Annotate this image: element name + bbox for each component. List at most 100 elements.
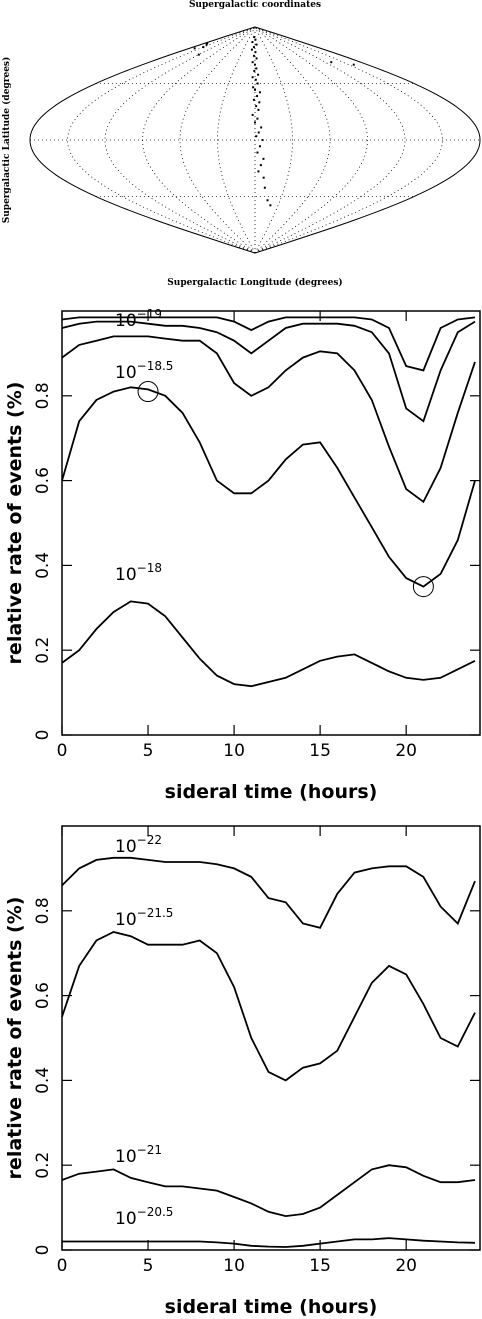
series-label: 10−18.5 (115, 359, 173, 383)
y-tick-label: 0.6 (33, 982, 53, 1009)
series-label: 10−20.5 (115, 1205, 173, 1229)
point (254, 88, 256, 91)
point (330, 61, 333, 64)
label-base: 10 (115, 837, 137, 857)
point (251, 113, 254, 116)
point (253, 69, 256, 72)
y-axis-label: relative rate of events (%) (4, 382, 26, 665)
point (254, 38, 257, 41)
label-exponent: −19 (137, 307, 162, 321)
point (257, 108, 260, 111)
y-tick-label: 0.2 (33, 1152, 53, 1179)
point (206, 42, 209, 45)
point (263, 186, 266, 189)
point (256, 82, 259, 85)
x-tick-label: 5 (143, 741, 154, 761)
x-axis-label: Supergalactic Longitude (degrees) (167, 277, 342, 288)
label-base: 10 (115, 363, 137, 383)
y-tick-label: 0.8 (33, 897, 53, 924)
label-exponent: −18 (137, 561, 162, 575)
y-tick-label: 0.6 (33, 467, 53, 494)
series-line (61, 931, 476, 1082)
point (255, 135, 258, 138)
point (258, 91, 261, 94)
x-tick-label: 20 (395, 741, 417, 761)
point (257, 73, 260, 76)
x-tick-label: 0 (57, 741, 68, 761)
point (255, 43, 258, 46)
x-tick-label: 0 (57, 1256, 68, 1276)
point (257, 131, 260, 134)
label-exponent: −21 (137, 1143, 162, 1157)
label-exponent: −18.5 (137, 359, 174, 373)
y-axis-label: relative rate of events (%) (4, 897, 26, 1180)
x-tick-label: 10 (223, 741, 245, 761)
point (269, 204, 272, 207)
map-title: Supergalactic coordinates (189, 0, 321, 10)
point (253, 36, 256, 39)
series-line (61, 316, 476, 372)
label-exponent: −20.5 (137, 1205, 174, 1219)
series-line (61, 600, 476, 688)
x-tick-label: 10 (223, 1256, 245, 1276)
label-base: 10 (115, 910, 137, 930)
y-tick-label: 0.8 (33, 382, 53, 409)
x-axis-label: sideral time (hours) (165, 1296, 378, 1318)
point (258, 145, 261, 148)
y-axis-label: Supergalactic Latitude (degrees) (1, 57, 12, 224)
point (260, 126, 263, 129)
x-tick-label: 15 (309, 1256, 331, 1276)
point (197, 53, 200, 56)
point (250, 48, 253, 51)
point (251, 76, 254, 79)
point (352, 63, 355, 66)
label-base: 10 (115, 311, 137, 331)
point (261, 139, 264, 141)
point (251, 41, 254, 44)
marker-circle (137, 381, 159, 403)
map-boundary (29, 26, 481, 254)
point (193, 47, 196, 50)
x-tick-label: 15 (309, 741, 331, 761)
x-tick-label: 5 (143, 1256, 154, 1276)
meridian (254, 26, 293, 254)
series-label: 10−21.5 (115, 906, 173, 930)
label-exponent: −21.5 (137, 906, 174, 920)
series-line (61, 335, 476, 504)
point (262, 157, 265, 160)
y-tick-label: 0 (33, 1245, 53, 1256)
point (253, 54, 256, 57)
meridian (104, 26, 256, 254)
y-tick-label: 0.4 (33, 1067, 53, 1094)
label-base: 10 (115, 1209, 137, 1229)
point (202, 46, 205, 49)
point (256, 95, 259, 98)
point (257, 170, 260, 173)
series-label: 10−19 (115, 307, 162, 331)
x-tick-label: 20 (395, 1256, 417, 1276)
series-label: 10−22 (115, 833, 162, 857)
series-label: 10−18 (115, 561, 162, 585)
point (254, 51, 257, 54)
point (251, 61, 254, 64)
point (255, 67, 258, 70)
point (256, 117, 259, 120)
point (259, 164, 262, 167)
point (252, 86, 255, 89)
point (262, 176, 265, 179)
point (258, 101, 261, 104)
series-line (61, 1164, 476, 1218)
series-line (62, 1237, 476, 1248)
meridian (217, 26, 256, 254)
point (254, 121, 256, 124)
y-tick-label: 0 (33, 730, 53, 741)
plot-frame (61, 310, 481, 736)
series-line (61, 386, 476, 588)
series-label: 10−21 (115, 1143, 162, 1167)
marker-circle (412, 576, 434, 598)
point (254, 78, 257, 81)
series-line (61, 856, 476, 929)
point (252, 46, 255, 49)
label-base: 10 (115, 565, 137, 585)
